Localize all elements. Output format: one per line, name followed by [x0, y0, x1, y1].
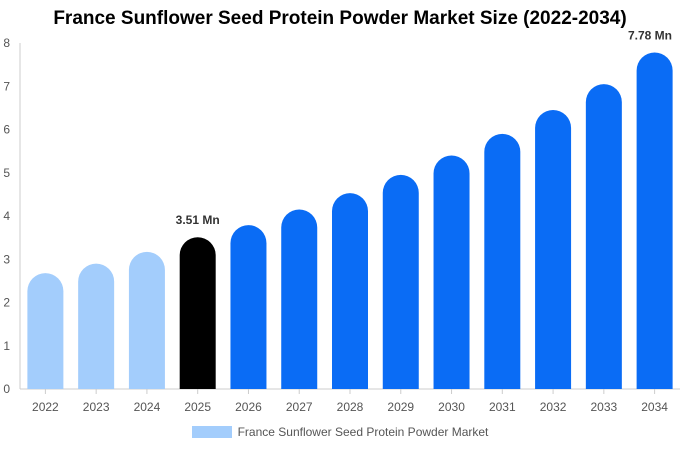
y-tick-label: 2 [3, 296, 10, 310]
x-tick-label: 2024 [134, 400, 161, 414]
legend: France Sunflower Seed Protein Powder Mar… [0, 425, 680, 439]
bar-2033 [585, 84, 622, 390]
y-tick-label: 6 [3, 123, 10, 137]
bar-2034 [636, 52, 673, 389]
data-label: 7.78 Mn [628, 29, 672, 43]
bar-2023 [78, 263, 115, 389]
x-tick-label: 2027 [286, 400, 313, 414]
x-tick-label: 2028 [337, 400, 364, 414]
y-tick-label: 1 [3, 339, 10, 353]
bar-2025 [179, 237, 216, 389]
bar-2024 [128, 251, 165, 389]
bar-2022 [27, 273, 64, 389]
y-tick-label: 0 [3, 382, 10, 396]
y-tick-label: 7 [3, 79, 10, 93]
data-label: 3.51 Mn [176, 213, 220, 227]
x-tick-label: 2032 [540, 400, 567, 414]
y-tick-label: 5 [3, 166, 10, 180]
bar-2032 [535, 110, 572, 389]
x-tick-label: 2023 [83, 400, 110, 414]
bar-2031 [484, 133, 521, 389]
x-tick-label: 2030 [438, 400, 465, 414]
bar-2029 [382, 174, 419, 389]
bar-2027 [281, 209, 318, 389]
legend-label: France Sunflower Seed Protein Powder Mar… [237, 425, 489, 439]
x-tick-label: 2031 [489, 400, 516, 414]
x-tick-label: 2025 [184, 400, 211, 414]
x-tick-label: 2034 [641, 400, 668, 414]
y-tick-label: 4 [3, 209, 10, 223]
legend-swatch [191, 426, 232, 438]
x-tick-label: 2022 [32, 400, 59, 414]
bar-2028 [332, 193, 368, 389]
y-tick-label: 3 [3, 252, 10, 266]
y-tick-label: 8 [3, 36, 10, 50]
bar-2026 [230, 225, 267, 389]
x-tick-label: 2026 [235, 400, 262, 414]
x-tick-label: 2033 [590, 400, 617, 414]
bar-2030 [433, 155, 470, 389]
chart-title: France Sunflower Seed Protein Powder Mar… [53, 8, 627, 29]
x-tick-label: 2029 [387, 400, 414, 414]
